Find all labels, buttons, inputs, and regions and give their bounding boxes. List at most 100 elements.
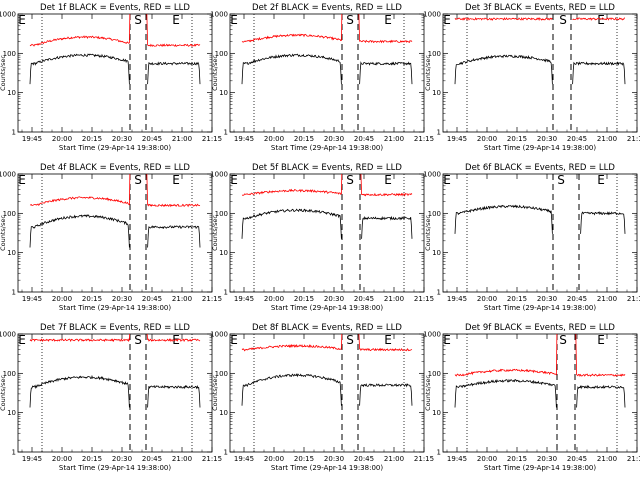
x-tick-label: 20:15 bbox=[294, 295, 314, 303]
y-tick-label: 1 bbox=[437, 128, 441, 136]
x-tick-label: 20:45 bbox=[354, 295, 374, 303]
end-marker: E bbox=[384, 13, 392, 27]
x-tick-label: 20:30 bbox=[537, 135, 557, 143]
plot-frame bbox=[442, 13, 638, 133]
x-tick-label: 20:00 bbox=[52, 295, 72, 303]
panel-title: Det 3f BLACK = Events, RED = LLD bbox=[465, 3, 615, 13]
y-axis-label: Counts/sec bbox=[211, 55, 219, 91]
lld-series-line bbox=[360, 174, 413, 197]
y-tick-label: 100 bbox=[3, 210, 16, 218]
x-tick-label: 20:45 bbox=[354, 135, 374, 143]
events-series-line bbox=[359, 383, 413, 406]
y-tick-label: 10 bbox=[7, 89, 16, 97]
y-axis-label: Counts/sec bbox=[0, 55, 7, 91]
x-tick-label: 20:15 bbox=[82, 295, 102, 303]
x-tick-label: 19:45 bbox=[447, 455, 467, 463]
detector-panel: Det 5f BLACK = Events, RED = LLD 1 10 100 10… bbox=[210, 163, 434, 312]
end-marker: E bbox=[443, 13, 451, 27]
x-tick-label: 19:45 bbox=[234, 455, 254, 463]
x-tick-label: 20:00 bbox=[52, 455, 72, 463]
lld-series-line bbox=[572, 17, 625, 21]
events-series-line bbox=[29, 53, 130, 85]
start-marker: S bbox=[557, 173, 565, 187]
x-tick-label: 20:45 bbox=[567, 135, 587, 143]
y-tick-label: 10 bbox=[432, 249, 441, 257]
plot-frame bbox=[442, 333, 638, 453]
panel-title: Det 2f BLACK = Events, RED = LLD bbox=[252, 3, 402, 13]
start-marker: S bbox=[346, 173, 354, 187]
y-tick-label: 100 bbox=[3, 50, 16, 58]
detector-panel: Det 8f BLACK = Events, RED = LLD 1 10 100 10… bbox=[210, 323, 434, 472]
x-tick-label: 19:45 bbox=[447, 295, 467, 303]
x-tick-label: 20:30 bbox=[112, 135, 132, 143]
lld-series-line bbox=[454, 334, 558, 377]
y-tick-label: 100 bbox=[215, 50, 228, 58]
panel-title: Det 1f BLACK = Events, RED = LLD bbox=[40, 3, 190, 13]
detector-panel: Det 3f BLACK = Events, RED = LLD 1 10 100 10… bbox=[423, 3, 640, 152]
x-tick-label: 20:15 bbox=[82, 135, 102, 143]
x-tick-label: 21:00 bbox=[597, 135, 617, 143]
x-axis-label: Start Time (29-Apr-14 19:38:00) bbox=[59, 144, 171, 152]
end-marker: E bbox=[597, 13, 605, 27]
x-tick-label: 21:00 bbox=[384, 455, 404, 463]
x-tick-label: 21:00 bbox=[597, 295, 617, 303]
start-marker: S bbox=[134, 333, 142, 347]
x-tick-label: 21:15 bbox=[627, 135, 640, 143]
lld-series-line bbox=[29, 14, 131, 47]
start-marker: S bbox=[559, 333, 567, 347]
start-marker: S bbox=[134, 13, 142, 27]
x-tick-label: 20:00 bbox=[477, 135, 497, 143]
end-marker: E bbox=[597, 333, 605, 347]
end-marker: E bbox=[230, 173, 238, 187]
lld-series-line bbox=[146, 14, 201, 48]
x-tick-label: 21:15 bbox=[202, 295, 222, 303]
events-series-line bbox=[359, 61, 413, 85]
y-tick-label: 1 bbox=[12, 288, 16, 296]
x-tick-label: 20:15 bbox=[507, 455, 527, 463]
x-tick-label: 20:30 bbox=[112, 455, 132, 463]
events-series-line bbox=[241, 208, 342, 239]
panel-title: Det 7f BLACK = Events, RED = LLD bbox=[40, 323, 190, 333]
detector-panel: Det 4f BLACK = Events, RED = LLD 1 10 100 10… bbox=[0, 163, 222, 312]
x-tick-label: 21:15 bbox=[414, 135, 434, 143]
detector-panel: Det 9f BLACK = Events, RED = LLD 1 10 100 10… bbox=[423, 323, 640, 472]
y-tick-label: 10 bbox=[7, 249, 16, 257]
x-tick-label: 19:45 bbox=[234, 135, 254, 143]
detector-panel: Det 6f BLACK = Events, RED = LLD 1 10 100 10… bbox=[423, 163, 640, 312]
x-tick-label: 20:45 bbox=[567, 455, 587, 463]
y-tick-label: 1 bbox=[224, 288, 228, 296]
panel-title: Det 6f BLACK = Events, RED = LLD bbox=[465, 163, 615, 173]
events-series-line bbox=[241, 53, 342, 85]
start-marker: S bbox=[134, 173, 142, 187]
lld-series-line bbox=[146, 174, 201, 208]
x-tick-label: 21:00 bbox=[172, 455, 192, 463]
x-tick-label: 20:15 bbox=[82, 455, 102, 463]
x-tick-label: 20:30 bbox=[324, 135, 344, 143]
events-series-line bbox=[454, 54, 553, 85]
y-tick-label: 1 bbox=[224, 128, 228, 136]
x-tick-label: 20:45 bbox=[142, 455, 162, 463]
panel-title: Det 5f BLACK = Events, RED = LLD bbox=[252, 163, 402, 173]
lld-series-line bbox=[358, 14, 413, 44]
y-axis-label: Counts/sec bbox=[424, 375, 432, 411]
x-tick-label: 21:15 bbox=[414, 295, 434, 303]
detector-panel: Det 1f BLACK = Events, RED = LLD 1 10 100 10… bbox=[0, 3, 222, 152]
lld-series-line bbox=[575, 334, 626, 377]
lld-series-line bbox=[454, 16, 553, 22]
events-series-line bbox=[147, 384, 201, 408]
end-marker: E bbox=[172, 13, 180, 27]
x-tick-label: 20:15 bbox=[294, 455, 314, 463]
detector-panel: Det 7f BLACK = Events, RED = LLD 1 10 100 10… bbox=[0, 323, 222, 472]
x-axis-label: Start Time (29-Apr-14 19:38:00) bbox=[484, 144, 596, 152]
y-tick-label: 1000 bbox=[0, 11, 16, 19]
end-marker: E bbox=[443, 333, 451, 347]
end-marker: E bbox=[172, 173, 180, 187]
y-tick-label: 1 bbox=[224, 448, 228, 456]
y-tick-label: 100 bbox=[215, 210, 228, 218]
plot-frame bbox=[17, 13, 213, 133]
events-series-line bbox=[147, 225, 201, 248]
events-series-line bbox=[29, 214, 130, 248]
x-tick-label: 20:00 bbox=[264, 455, 284, 463]
x-tick-label: 19:45 bbox=[22, 295, 42, 303]
